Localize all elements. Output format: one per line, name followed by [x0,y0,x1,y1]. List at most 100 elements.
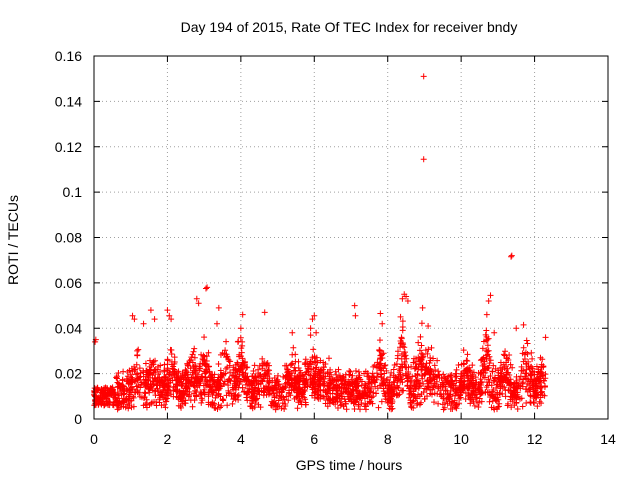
data-point [201,378,208,385]
data-point [295,365,302,372]
data-point [222,354,229,361]
data-point [411,379,418,386]
data-point-outlier [129,312,136,319]
data-point [92,396,99,403]
data-point [286,371,293,378]
data-point [422,370,429,377]
data-point [281,396,288,403]
data-point [330,381,337,388]
data-point [470,369,477,376]
data-point [480,366,487,373]
data-point [532,387,539,394]
data-point [348,376,355,383]
data-point [351,405,358,412]
data-point [201,334,208,341]
data-point [141,394,148,401]
data-point-outlier [379,320,386,327]
data-point [191,345,198,352]
data-point [336,372,343,379]
data-point [451,397,458,404]
data-point [133,371,140,378]
data-point [222,347,229,354]
data-point [401,353,408,360]
data-point [484,342,491,349]
data-point [353,383,360,390]
data-point [99,398,106,405]
data-point [413,384,420,391]
data-point [497,359,504,366]
data-point [238,345,245,352]
data-point [452,390,459,397]
data-point [490,393,497,400]
data-point [471,392,478,399]
data-point [280,385,287,392]
data-point [349,379,356,386]
data-point [320,386,327,393]
data-point [137,369,144,376]
data-point [284,368,291,375]
data-point [428,391,435,398]
data-point [311,390,318,397]
data-point [167,346,174,353]
data-point [352,399,359,406]
data-point [417,357,424,364]
data-point [295,384,302,391]
data-point [162,404,169,411]
data-point [292,351,299,358]
data-point [463,357,470,364]
data-point [312,373,319,380]
data-point [412,386,419,393]
data-point [413,358,420,365]
data-point [406,387,413,394]
data-point [333,376,340,383]
data-point [431,362,438,369]
data-point [202,373,209,380]
data-point [474,398,481,405]
data-point [506,351,513,358]
data-point [239,384,246,391]
data-point [273,377,280,384]
data-point [499,366,506,373]
data-point-outlier [147,307,154,314]
data-point [198,399,205,406]
data-point [158,402,165,409]
data-point [306,371,313,378]
data-point [538,361,545,368]
data-point [249,397,256,404]
data-point [337,390,344,397]
data-point [391,379,398,386]
data-point [116,398,123,405]
data-point-outlier [403,293,410,300]
data-point [272,406,279,413]
data-point [324,370,331,377]
data-point [358,400,365,407]
data-point [199,355,206,362]
data-point [428,344,435,351]
data-point [296,397,303,404]
data-point [373,390,380,397]
data-point [145,377,152,384]
data-point [375,404,382,411]
data-point [481,374,488,381]
data-point [109,386,116,393]
data-point [537,354,544,361]
axis-ticks [93,55,609,420]
data-point [239,355,246,362]
data-point [366,376,373,383]
data-point [426,359,433,366]
data-point [442,377,449,384]
data-point [170,384,177,391]
data-point [234,360,241,367]
data-point [382,390,389,397]
data-point [531,393,538,400]
data-point [186,358,193,365]
data-point [324,396,331,403]
data-point [524,340,531,347]
data-point [505,400,512,407]
data-point [291,383,298,390]
data-point [300,386,307,393]
y-tick-label: 0 [74,411,82,427]
data-point [270,400,277,407]
data-point [338,377,345,384]
data-point [224,378,231,385]
